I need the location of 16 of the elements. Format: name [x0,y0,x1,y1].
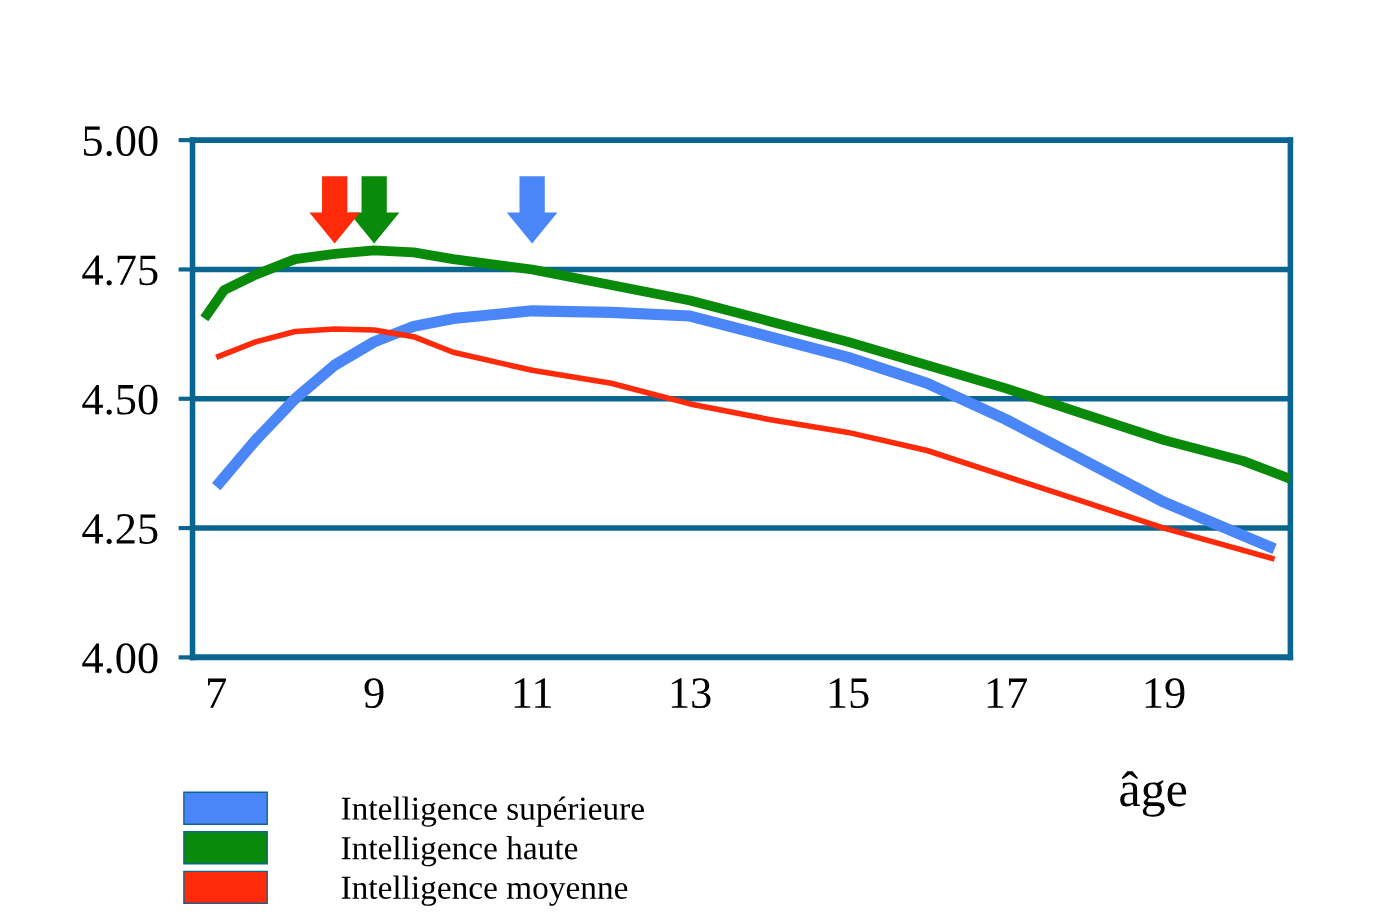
x-tick-label: 15 [829,678,869,709]
y-tick-label: 5.00 [83,126,158,157]
y-tick-label: 4.00 [82,643,158,674]
legend-label: Intelligence supérieure [341,796,644,827]
x-tick-label: 13 [671,678,711,709]
x-tick-label: 7 [208,678,227,708]
legend-label: Intelligence haute [341,836,578,867]
y-tick-label: 4.25 [82,514,158,545]
x-tick-label: 11 [514,678,551,708]
y-tick-label: 4.75 [82,255,158,286]
x-axis-title: âge [1120,771,1187,817]
x-tick-label: 19 [1145,678,1185,709]
legend-label: Intelligence moyenne [341,875,628,906]
x-tick-label: 17 [987,678,1027,708]
y-tick-label: 4.50 [82,384,158,415]
x-tick-label: 9 [364,678,384,709]
